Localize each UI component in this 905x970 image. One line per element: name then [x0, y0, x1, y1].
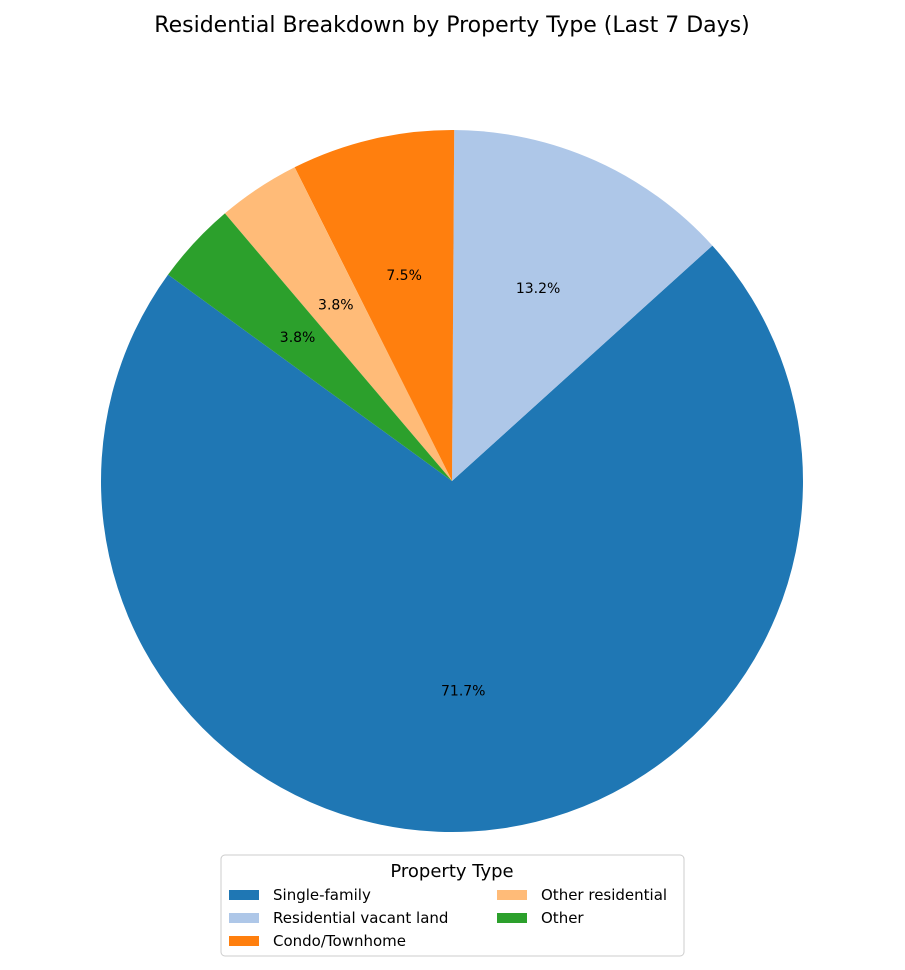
pct-label-single-family: 71.7% [441, 683, 485, 699]
legend-swatch-other-residential [497, 890, 527, 900]
pie-slices [101, 130, 803, 832]
legend-swatch-other [497, 913, 527, 923]
legend-frame [220, 854, 685, 957]
legend-label-other-residential: Other residential [541, 886, 667, 904]
legend: Property Type Single-family Residential v… [220, 854, 685, 957]
legend-label-single-family: Single-family [273, 886, 371, 904]
legend-swatch-single-family [229, 890, 259, 900]
pct-label-other: 3.8% [280, 330, 316, 346]
pct-label-condo-townhome: 7.5% [386, 268, 422, 284]
pie-slice-single-family [101, 245, 803, 832]
legend-label-condo-townhome: Condo/Townhome [273, 932, 406, 950]
chart-title: Residential Breakdown by Property Type (… [154, 13, 749, 38]
percentage-labels: 71.7% 13.2% 7.5% 3.8% 3.8% [280, 268, 561, 699]
legend-title: Property Type [390, 861, 513, 882]
legend-label-residential-vacant-land: Residential vacant land [273, 909, 448, 927]
pie-slice-other-residential [224, 167, 452, 481]
pie-slice-other [168, 213, 452, 481]
pct-label-other-residential: 3.8% [318, 297, 354, 313]
pct-label-residential-vacant-land: 13.2% [516, 281, 560, 297]
pie-slice-condo-townhome [294, 130, 455, 481]
legend-label-other: Other [541, 909, 584, 927]
legend-items: Single-family Residential vacant land Cond… [229, 886, 667, 950]
pie-slice-residential-vacant-land [452, 130, 713, 481]
legend-swatch-condo-townhome [229, 936, 259, 946]
legend-swatch-residential-vacant-land [229, 913, 259, 923]
